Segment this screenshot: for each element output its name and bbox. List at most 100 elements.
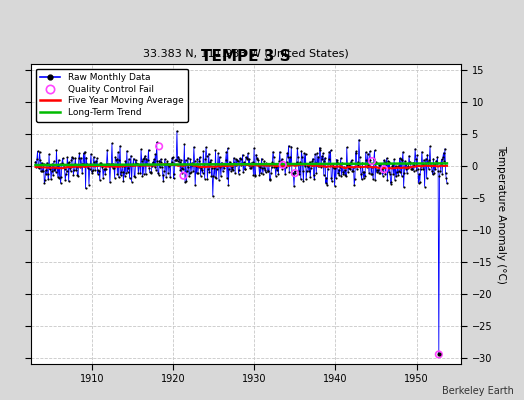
Point — [167, 159, 176, 166]
Title: TEMPE 3 S: TEMPE 3 S — [201, 49, 291, 64]
Point — [110, 164, 118, 171]
Point — [261, 167, 269, 173]
Point — [199, 148, 208, 155]
Point — [271, 172, 280, 179]
Point — [211, 147, 220, 154]
Point — [165, 162, 173, 169]
Point — [121, 158, 129, 164]
Point — [420, 157, 428, 163]
Point — [369, 176, 377, 182]
Point — [109, 161, 117, 167]
Point — [144, 147, 152, 153]
Point — [88, 168, 96, 174]
Point — [97, 162, 106, 168]
Point — [143, 156, 151, 162]
Point — [305, 159, 314, 165]
Point — [158, 164, 166, 171]
Point — [43, 160, 51, 166]
Point — [279, 161, 287, 167]
Point — [398, 157, 407, 164]
Point — [399, 149, 407, 155]
Point — [363, 164, 372, 170]
Point — [320, 158, 329, 164]
Point — [252, 152, 260, 158]
Point — [380, 158, 389, 165]
Point — [310, 172, 318, 178]
Point — [269, 154, 278, 160]
Point — [64, 178, 73, 184]
Point — [53, 174, 62, 180]
Point — [280, 164, 288, 170]
Point — [412, 166, 421, 173]
Point — [390, 156, 398, 162]
Point — [222, 149, 231, 155]
Point — [190, 158, 199, 164]
Point — [150, 156, 158, 162]
Point — [280, 163, 289, 170]
Point — [269, 148, 277, 155]
Point — [326, 147, 335, 154]
Point — [441, 170, 450, 176]
Point — [353, 166, 361, 172]
Point — [261, 169, 270, 176]
Point — [152, 166, 160, 173]
Point — [326, 161, 334, 167]
Point — [274, 171, 282, 177]
Point — [103, 147, 112, 154]
Point — [383, 177, 391, 183]
Point — [433, 159, 441, 166]
Point — [282, 159, 291, 166]
Point — [245, 156, 254, 162]
Point — [214, 150, 222, 156]
Point — [179, 166, 187, 172]
Point — [127, 178, 136, 185]
Point — [407, 165, 415, 172]
Point — [378, 172, 387, 179]
Point — [286, 154, 294, 160]
Point — [366, 157, 375, 163]
Point — [336, 155, 345, 162]
Point — [169, 154, 177, 160]
Point — [378, 166, 386, 172]
Point — [359, 175, 368, 181]
Point — [396, 155, 404, 162]
Point — [191, 182, 200, 188]
Point — [307, 165, 315, 171]
Point — [253, 156, 261, 163]
Point — [114, 149, 122, 156]
Point — [297, 176, 305, 182]
Point — [290, 168, 299, 175]
Point — [58, 160, 66, 166]
Point — [104, 162, 112, 168]
Point — [151, 151, 159, 158]
Point — [403, 170, 411, 176]
Point — [439, 154, 447, 160]
Point — [217, 173, 225, 179]
Point — [274, 161, 282, 168]
Point — [347, 157, 356, 163]
Point — [359, 168, 367, 175]
Point — [368, 158, 376, 164]
Point — [169, 175, 178, 182]
Point — [69, 155, 77, 162]
Point — [59, 161, 68, 167]
Point — [331, 182, 339, 189]
Point — [276, 163, 285, 169]
Point — [379, 169, 388, 176]
Point — [402, 161, 410, 167]
Point — [71, 161, 79, 168]
Point — [49, 172, 57, 178]
Point — [61, 177, 70, 184]
Point — [50, 158, 58, 165]
Point — [355, 154, 364, 160]
Point — [68, 154, 76, 160]
Point — [85, 166, 94, 172]
Point — [102, 160, 111, 167]
Point — [410, 162, 419, 168]
Point — [299, 168, 307, 174]
Point — [146, 170, 155, 176]
Point — [364, 162, 373, 169]
Point — [327, 175, 335, 181]
Point — [137, 158, 146, 164]
Point — [112, 157, 120, 163]
